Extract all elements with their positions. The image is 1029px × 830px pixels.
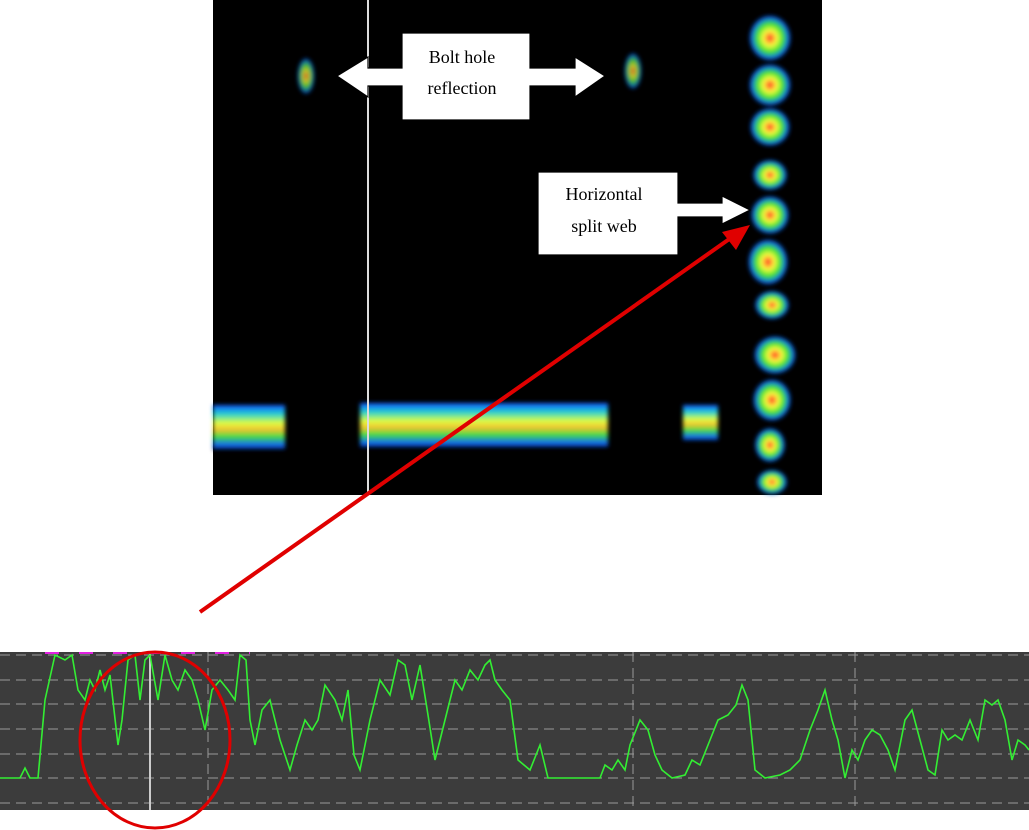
callout-text: split web: [571, 216, 637, 236]
figure: Bolt hole reflection Horizontal split we…: [0, 0, 1029, 830]
callout-text: Bolt hole: [429, 47, 496, 67]
page: Bolt hole reflection Horizontal split we…: [0, 0, 1029, 830]
callout-text: reflection: [428, 78, 497, 98]
callout-text: Horizontal: [566, 184, 643, 204]
a-scan: [0, 652, 1029, 810]
